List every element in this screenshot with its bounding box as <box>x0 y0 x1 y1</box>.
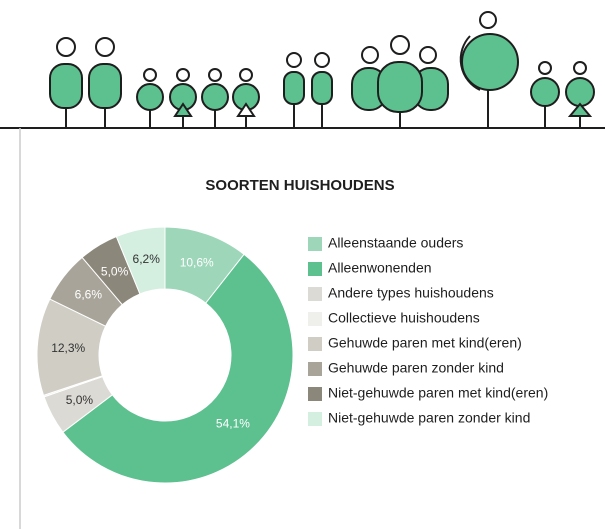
legend-swatch <box>308 412 322 426</box>
legend-swatch <box>308 287 322 301</box>
legend-label: Gehuwde paren zonder kind <box>328 360 504 376</box>
legend-label: Gehuwde paren met kind(eren) <box>328 335 522 351</box>
chart-title: SOORTEN HUISHOUDENS <box>205 177 394 194</box>
legend-label: Andere types huishoudens <box>328 285 494 301</box>
legend-swatch <box>308 312 322 326</box>
legend-label: Alleenwonenden <box>328 260 432 276</box>
legend-label: Niet-gehuwde paren met kind(eren) <box>328 385 548 401</box>
legend-swatch <box>308 362 322 376</box>
data-label: 54,1% <box>216 416 250 430</box>
page: SOORTEN HUISHOUDENS 10,6% 54,1% 5,0% 12,3% 6… <box>0 0 605 529</box>
data-label: 6,2% <box>133 252 161 266</box>
legend-swatch <box>308 387 322 401</box>
legend-swatch <box>308 237 322 251</box>
data-label: 6,6% <box>75 288 103 302</box>
data-label: 12,3% <box>51 341 85 355</box>
legend-swatch <box>308 262 322 276</box>
legend-label: Collectieve huishoudens <box>328 310 480 326</box>
legend-label: Niet-gehuwde paren zonder kind <box>328 410 530 426</box>
legend-label: Alleenstaande ouders <box>328 235 463 251</box>
data-label: 10,6% <box>180 256 214 270</box>
data-label: 5,0% <box>66 393 94 407</box>
legend-swatch <box>308 337 322 351</box>
data-label: 5,0% <box>101 264 129 278</box>
